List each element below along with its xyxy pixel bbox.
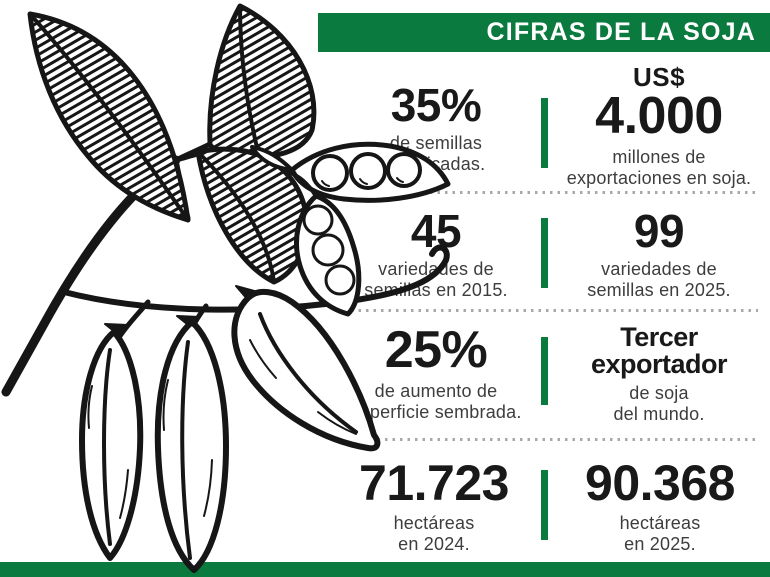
stat-description: de semillas certificadas. [386, 133, 486, 174]
stat-description: millones de exportaciones en soja. [566, 147, 752, 188]
stat-varieties-2015: 45 variedades de semillas en 2015. [330, 208, 542, 301]
stat-exports: US$ 4.000 millones de exportaciones en s… [552, 64, 766, 189]
stat-hectares-2024: 71.723 hectáreas en 2024. [326, 458, 542, 555]
stat-description: de soja del mundo. [613, 383, 705, 424]
stat-description: hectáreas en 2025. [619, 513, 701, 554]
stat-currency-prefix: US$ [632, 62, 686, 92]
stat-world-exporter-rank: Tercer exportador de soja del mundo. [552, 324, 766, 425]
stat-certified-seeds: 35% de semillas certificadas. [330, 82, 542, 175]
stat-description: variedades de semillas en 2025. [587, 259, 731, 300]
soybean-leaf-icon [207, 3, 317, 160]
stat-surface-increase: 25% de aumento de superficie sembrada. [328, 324, 544, 423]
stat-hectares-2025: 90.368 hectáreas en 2025. [552, 458, 768, 555]
footer-bar [0, 562, 770, 577]
dotted-separator [430, 191, 758, 194]
column-divider [541, 337, 548, 405]
stat-value: Tercer exportador [590, 322, 728, 379]
stat-value: 99 [633, 205, 685, 257]
stat-description: hectáreas en 2024. [393, 513, 475, 554]
dotted-separator [336, 309, 758, 312]
column-divider [541, 470, 548, 540]
stat-value: 71.723 [359, 455, 509, 511]
stat-varieties-2025: 99 variedades de semillas en 2025. [552, 208, 766, 301]
soybean-leaf-icon [195, 146, 310, 285]
header-bar: CIFRAS DE LA SOJA [318, 13, 770, 52]
stat-description: de aumento de superficie sembrada. [350, 381, 522, 422]
column-divider [541, 98, 548, 168]
dotted-separator [355, 438, 758, 441]
stat-description: variedades de semillas en 2015. [364, 259, 508, 300]
stem [1, 155, 181, 397]
stat-value: 90.368 [585, 455, 735, 511]
soybean-leaf-icon [27, 11, 191, 223]
stat-value: 25% [384, 321, 488, 379]
page-title: CIFRAS DE LA SOJA [486, 18, 756, 46]
stat-value: 35% [390, 79, 482, 131]
stat-value: 45 [410, 205, 462, 257]
column-divider [541, 218, 548, 288]
soybean-pod-icon [79, 329, 144, 561]
stat-value: 4.000 [595, 87, 723, 145]
soybean-pod-icon [154, 319, 229, 573]
